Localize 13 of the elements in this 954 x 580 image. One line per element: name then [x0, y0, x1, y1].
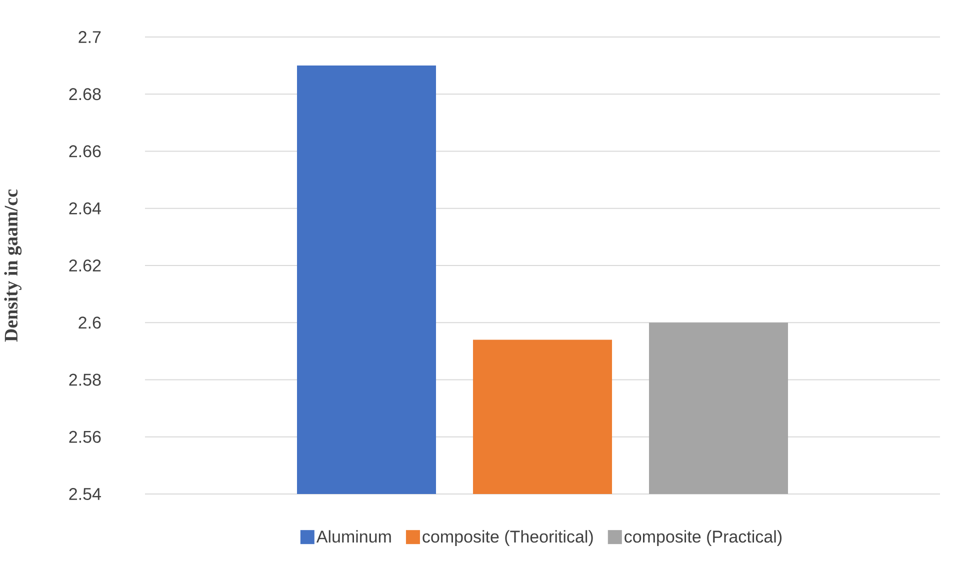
y-tick-label: 2.6	[78, 316, 101, 329]
y-tick-label: 2.58	[69, 374, 101, 386]
y-tick-label: 2.56	[69, 430, 101, 443]
legend-label: Aluminum	[316, 530, 391, 543]
legend-label: composite (Practical)	[624, 530, 782, 546]
y-axis-title: Density in gaam/cc	[4, 189, 22, 342]
y-tick-label: 2.64	[69, 202, 101, 214]
y-tick-label: 2.62	[69, 259, 101, 272]
legend-label: composite (Theoritical)	[422, 530, 593, 546]
y-tick-label: 2.66	[69, 145, 101, 158]
y-tick-label: 2.7	[78, 31, 101, 43]
y-tick-label: 2.68	[69, 88, 101, 100]
y-tick-label: 2.54	[69, 488, 101, 500]
